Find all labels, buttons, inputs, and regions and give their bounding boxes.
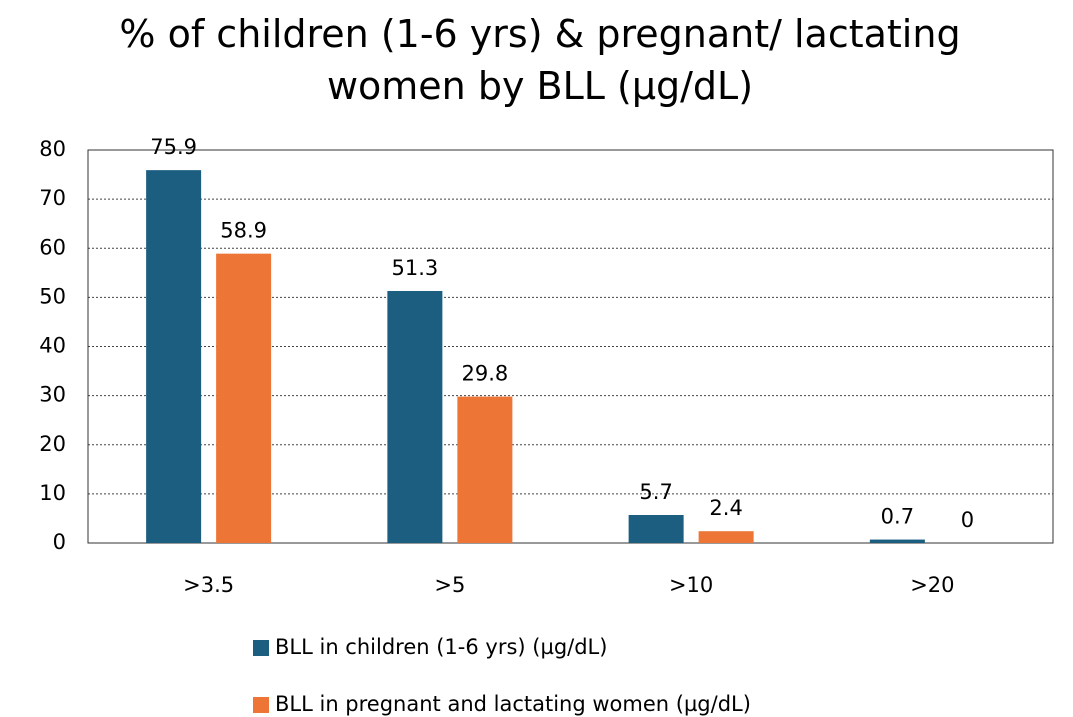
y-tick-label: 10 (39, 481, 66, 505)
chart-title: % of children (1-6 yrs) & pregnant/ lact… (119, 12, 961, 108)
data-label: 51.3 (391, 256, 438, 280)
data-label: 75.9 (150, 135, 197, 159)
bar (457, 396, 513, 543)
legend-label: BLL in pregnant and lactating women (µg/… (275, 692, 751, 716)
legend-swatch (253, 697, 269, 713)
legend-label: BLL in children (1-6 yrs) (µg/dL) (275, 635, 607, 659)
x-tick-label: >5 (434, 573, 465, 597)
bar (698, 531, 754, 543)
data-label: 2.4 (709, 496, 742, 520)
data-label: 0.7 (881, 505, 914, 529)
bar (216, 253, 272, 543)
legend-swatch (253, 640, 269, 656)
data-label: 58.9 (220, 219, 267, 243)
y-tick-label: 40 (39, 334, 66, 358)
bar (387, 290, 443, 543)
y-tick-label: 80 (39, 137, 66, 161)
plot-border (87, 149, 1054, 544)
data-label: 5.7 (639, 480, 672, 504)
y-tick-label: 30 (39, 383, 66, 407)
x-tick-label: >3.5 (183, 573, 234, 597)
x-tick-label: >20 (910, 573, 954, 597)
data-label: 0 (961, 508, 974, 532)
y-tick-label: 60 (39, 235, 66, 259)
x-tick-label: >10 (669, 573, 713, 597)
y-tick-label: 20 (39, 432, 66, 456)
y-tick-label: 70 (39, 186, 66, 210)
y-tick-label: 0 (53, 530, 66, 554)
bar (869, 539, 925, 543)
bar (628, 514, 684, 543)
bar (146, 170, 202, 544)
data-label: 29.8 (461, 362, 508, 386)
y-tick-label: 50 (39, 284, 66, 308)
